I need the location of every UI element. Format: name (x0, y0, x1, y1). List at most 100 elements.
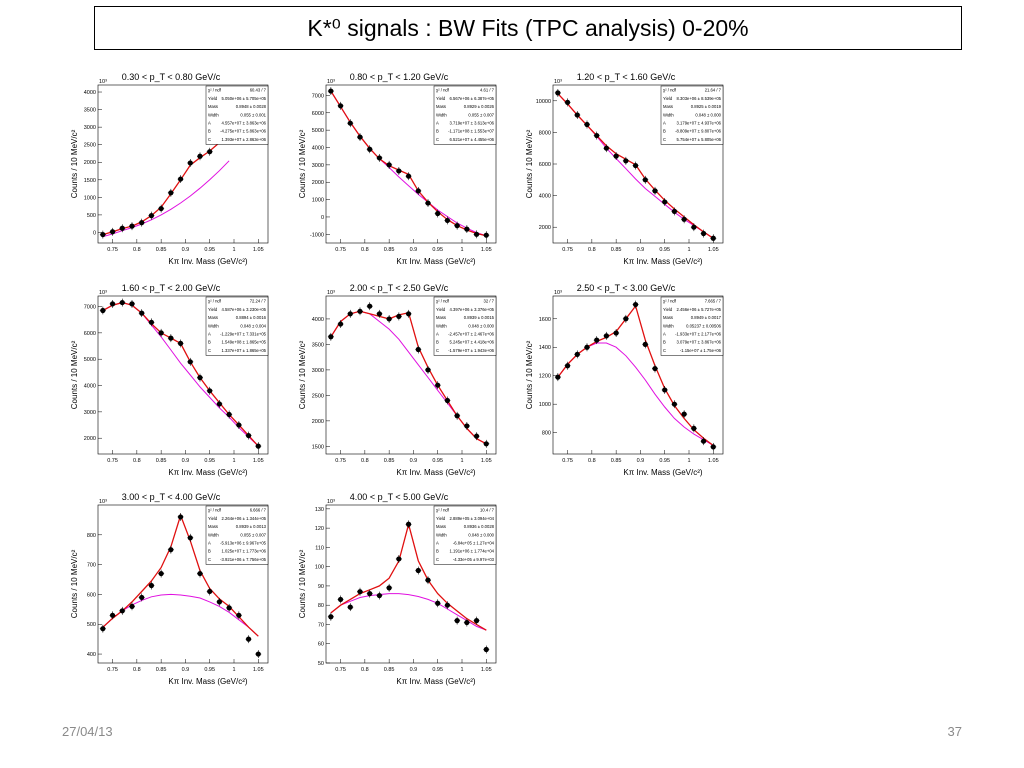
chart-panel: 2.50 < p_T < 3.00 GeV/c 10³ 0.75 0.8 0.85 0.9… (523, 283, 731, 488)
y-tick-label: 3000 (312, 163, 324, 169)
y-tick-label: 3000 (84, 410, 96, 416)
y-tick-label: 5000 (312, 128, 324, 134)
stats-label: B (436, 129, 439, 134)
stats-box: χ² / ndf 60.43 / 7 Yield 5.050e+06 ± 5.705e… (205, 85, 269, 145)
x-axis-label: Kπ Inv. Mass (GeV/c²) (168, 677, 247, 686)
stats-box-frame (433, 296, 497, 356)
stats-value: 0.8939 ± 0.0013 (236, 524, 267, 529)
x-tick-label: 0.75 (107, 458, 118, 464)
stats-value: 0.05237 ± 0.00506 (686, 323, 722, 328)
y-tick-label: -1000 (310, 232, 324, 238)
x-tick-label: 0.85 (156, 458, 167, 464)
stats-box-frame (660, 296, 724, 356)
stats-box-frame (205, 85, 269, 145)
data-point (464, 423, 470, 429)
chart-svg: 4.00 < p_T < 5.00 GeV/c 10³ 0.75 0.8 0.85 0.9… (298, 492, 497, 686)
data-point (207, 588, 213, 595)
stats-label: χ² / ndf (208, 299, 222, 304)
x-tick-label: 1 (460, 458, 463, 464)
data-point (168, 547, 174, 553)
data-point (642, 177, 648, 183)
y-tick-label: 4000 (84, 384, 96, 390)
stats-box: χ² / ndf 6.666 / 7 Yield 2.264e+06 ± 1.344e… (205, 505, 269, 565)
stats-label: A (436, 541, 439, 546)
data-point (328, 88, 334, 94)
data-point (337, 596, 344, 603)
data-point (357, 308, 363, 314)
y-tick-label: 1400 (539, 345, 551, 351)
stats-label: C (208, 348, 211, 353)
stats-value: 32 / 7 (484, 299, 495, 304)
plot-frame (325, 504, 497, 664)
data-point (119, 225, 125, 231)
stats-label: Mass (663, 104, 673, 109)
axis-multiplier: 10³ (99, 79, 107, 85)
stats-label: C (436, 137, 439, 142)
stats-label: B (436, 549, 439, 554)
x-tick-label: 0.95 (432, 247, 443, 253)
y-tick-label: 2500 (312, 393, 324, 399)
data-point (158, 330, 164, 336)
data-point (555, 90, 561, 96)
stats-value: 6.521e+07 ± 4.455e+06 (450, 137, 495, 142)
chart-title: 1.20 < p_T < 1.60 GeV/c (577, 72, 676, 82)
x-tick-label: 0.75 (335, 458, 346, 464)
data-point (415, 567, 421, 574)
x-tick-label: 1.05 (481, 247, 492, 253)
data-point (396, 168, 402, 174)
data-point (386, 585, 392, 591)
stats-value: 1.191e+06 ± 1.774e+04 (450, 549, 495, 554)
x-tick-label: 0.85 (611, 247, 622, 253)
data-point (483, 232, 489, 238)
chart-panel: 2.00 < p_T < 2.50 GeV/c 10³ 0.75 0.8 0.85 0.9… (296, 283, 504, 488)
stats-box-frame (205, 296, 269, 356)
data-point (623, 316, 629, 322)
data-point (574, 112, 580, 118)
x-tick-label: 0.9 (182, 247, 190, 253)
y-axis-label: Counts / 10 MeV/c² (525, 129, 534, 198)
data-point (652, 188, 658, 194)
data-point (197, 375, 203, 381)
chart-svg: 2.00 < p_T < 2.50 GeV/c 10³ 0.75 0.8 0.85 0.9… (298, 283, 497, 477)
y-tick-label: 800 (87, 533, 96, 539)
data-point (555, 374, 561, 380)
stats-box-frame (660, 85, 724, 145)
stats-label: B (208, 129, 211, 134)
stats-label: Width (436, 112, 447, 117)
stats-value: 0.8936 ± 0.0028 (464, 524, 495, 529)
y-tick-label: 60 (318, 642, 324, 648)
stats-label: χ² / ndf (208, 88, 222, 93)
chart-panel: 3.00 < p_T < 4.00 GeV/c 10³ 0.75 0.8 0.85 0.9… (68, 492, 276, 697)
y-tick-label: 0 (93, 230, 96, 236)
data-point (396, 556, 402, 562)
data-point (139, 220, 145, 226)
data-point (367, 146, 373, 152)
stats-value: 4.587e+06 ± 3.230e+05 (222, 307, 267, 312)
slide-page-number: 37 (947, 724, 962, 739)
stats-value: -1.579e+07 ± 1.943e+06 (448, 348, 495, 353)
data-point (168, 335, 174, 341)
stats-value: 3.079e+07 ± 3.867e+06 (677, 340, 722, 345)
stats-value: 2.456e+06 ± 5.727e+05 (677, 307, 722, 312)
stats-label: Mass (208, 524, 218, 529)
data-point (357, 134, 363, 140)
x-tick-label: 0.85 (611, 458, 622, 464)
data-point (444, 217, 451, 224)
stats-label: B (663, 340, 666, 345)
y-tick-label: 1500 (84, 178, 96, 184)
x-tick-label: 1.05 (253, 458, 264, 464)
y-tick-label: 70 (318, 622, 324, 628)
y-tick-label: 500 (87, 622, 96, 628)
x-tick-label: 1 (687, 247, 690, 253)
y-axis-label: Counts / 10 MeV/c² (70, 549, 79, 618)
data-point (405, 173, 412, 179)
stats-value: 10.4 / 7 (480, 508, 495, 513)
stats-box-frame (433, 85, 497, 145)
data-point (662, 199, 668, 205)
stats-label: C (208, 137, 211, 142)
data-point (216, 401, 223, 407)
data-point (594, 337, 600, 343)
chart-title: 0.80 < p_T < 1.20 GeV/c (350, 72, 449, 82)
data-point (473, 433, 480, 439)
y-axis-label: Counts / 10 MeV/c² (525, 340, 534, 409)
